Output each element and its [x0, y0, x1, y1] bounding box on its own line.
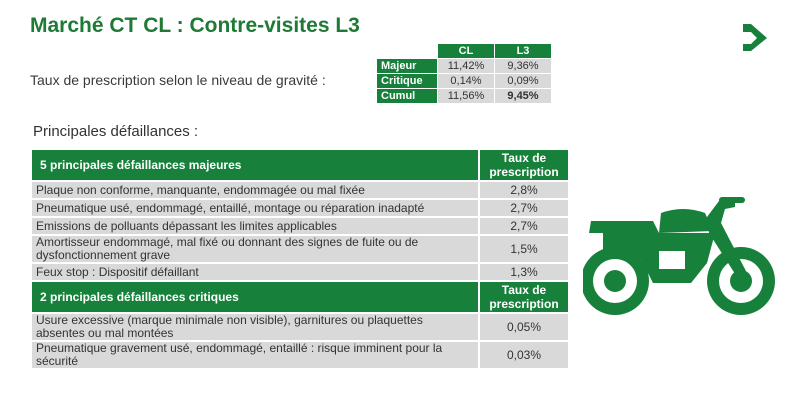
- summary-row-cumul: Cumul 11,56% 9,45%: [376, 88, 552, 104]
- summary-row-label: Majeur: [376, 58, 438, 74]
- row-description: Usure excessive (marque minimale non vis…: [30, 312, 480, 342]
- table-row: Plaque non conforme, manquante, endommag…: [30, 180, 570, 200]
- summary-row-label: Cumul: [376, 88, 438, 104]
- row-rate: 0,05%: [478, 312, 570, 342]
- defaillances-table: 5 principales défaillances majeures Taux…: [30, 148, 570, 370]
- row-description: Amortisseur endommagé, mal fixé ou donna…: [30, 234, 480, 264]
- summary-cell-cl: 11,56%: [437, 88, 495, 104]
- critiques-header: 2 principales défaillances critiques: [30, 280, 480, 314]
- table-row: Usure excessive (marque minimale non vis…: [30, 312, 570, 342]
- summary-header-cl: CL: [437, 43, 495, 59]
- row-description: Pneumatique usé, endommagé, entaillé, mo…: [30, 198, 480, 218]
- table-row: Pneumatique usé, endommagé, entaillé, mo…: [30, 198, 570, 218]
- summary-header-l3: L3: [494, 43, 552, 59]
- row-rate: 2,8%: [478, 180, 570, 200]
- summary-cell-l3: 9,45%: [494, 88, 552, 104]
- table-row: Emissions de polluants dépassant les lim…: [30, 216, 570, 236]
- brand-logo-icon: [743, 24, 767, 51]
- rate-label: Taux de prescription selon le niveau de …: [30, 72, 326, 88]
- summary-cell-cl: 0,14%: [437, 73, 495, 89]
- section-subtitle: Principales défaillances :: [33, 123, 199, 140]
- row-description: Pneumatique gravement usé, endommagé, en…: [30, 340, 480, 370]
- table-row: Pneumatique gravement usé, endommagé, en…: [30, 340, 570, 370]
- majeures-rate-header: Taux de prescription: [478, 148, 570, 182]
- summary-cell-l3: 9,36%: [494, 58, 552, 74]
- page-title: Marché CT CL : Contre-visites L3: [30, 14, 360, 37]
- critiques-rate-header: Taux de prescription: [478, 280, 570, 314]
- summary-cell-l3: 0,09%: [494, 73, 552, 89]
- table-row: Amortisseur endommagé, mal fixé ou donna…: [30, 234, 570, 264]
- row-description: Emissions de polluants dépassant les lim…: [30, 216, 480, 236]
- row-rate: 0,03%: [478, 340, 570, 370]
- row-description: Feux stop : Dispositif défaillant: [30, 262, 480, 282]
- row-rate: 2,7%: [478, 216, 570, 236]
- summary-table: CL L3 Majeur 11,42% 9,36% Critique 0,14%…: [376, 43, 552, 104]
- summary-cell-cl: 11,42%: [437, 58, 495, 74]
- summary-corner: [376, 43, 438, 59]
- summary-row-critique: Critique 0,14% 0,09%: [376, 73, 552, 89]
- summary-row-majeur: Majeur 11,42% 9,36%: [376, 58, 552, 74]
- row-rate: 1,3%: [478, 262, 570, 282]
- row-description: Plaque non conforme, manquante, endommag…: [30, 180, 480, 200]
- row-rate: 2,7%: [478, 198, 570, 218]
- row-rate: 1,5%: [478, 234, 570, 264]
- majeures-header: 5 principales défaillances majeures: [30, 148, 480, 182]
- critiques-header-row: 2 principales défaillances critiques Tau…: [30, 280, 570, 314]
- summary-row-label: Critique: [376, 73, 438, 89]
- motorcycle-icon: [583, 197, 775, 315]
- table-row: Feux stop : Dispositif défaillant 1,3%: [30, 262, 570, 282]
- majeures-header-row: 5 principales défaillances majeures Taux…: [30, 148, 570, 182]
